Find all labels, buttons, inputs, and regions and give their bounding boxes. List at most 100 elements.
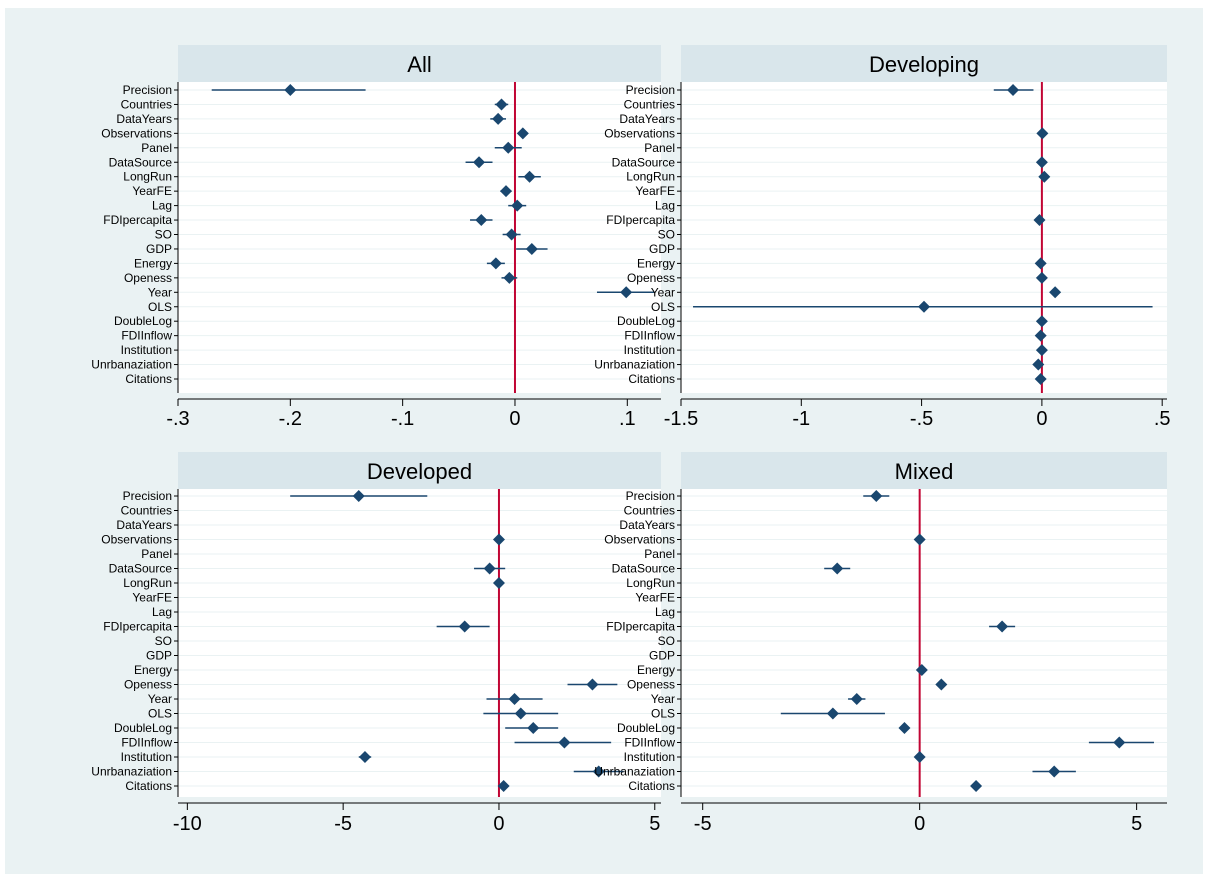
category-label: DoubleLog [617,314,675,328]
category-label: SO [155,228,172,242]
category-label: Unrbanaziation [91,765,172,779]
category-label: Institution [121,343,172,357]
estimate-marker [935,678,948,691]
x-tick-label: -1 [792,408,810,430]
panel-title-strip [681,452,1167,489]
estimate-marker [527,722,540,734]
estimate-marker [1035,156,1048,169]
estimate-marker [913,751,926,763]
category-label: Openess [124,271,172,285]
category-label: FDIInflow [121,736,172,750]
estimate-marker [505,228,518,241]
category-label: DataSource [109,562,173,576]
plot-area [681,489,1167,797]
category-label: GDP [649,649,675,663]
plot-area [681,82,1167,393]
category-label: Citations [125,372,172,386]
category-label: Citations [628,779,675,793]
category-label: DataYears [116,518,172,532]
category-label: LongRun [626,576,675,590]
estimate-marker [525,242,538,255]
category-label: FDIpercapita [606,620,675,634]
x-tick-label: -10 [173,813,202,835]
x-tick-label: -.2 [279,408,302,430]
category-label: Countries [121,504,172,518]
category-label: Openess [124,678,172,692]
category-label: Countries [121,97,172,111]
estimate-marker [1034,373,1047,385]
category-label: DataYears [116,112,172,126]
x-tick-label: -.1 [391,408,414,430]
x-tick-label: 5 [649,813,660,835]
category-label: SO [658,228,675,242]
category-label: YearFE [132,184,172,198]
category-label: Panel [644,141,675,155]
estimate-marker [489,257,502,270]
estimate-marker [918,300,930,313]
category-label: Precision [626,489,675,503]
panel-title-strip [178,452,661,489]
category-label: Unrbanaziation [594,765,675,779]
category-label: Precision [123,489,172,503]
estimate-marker [592,765,605,778]
category-label: DataYears [619,518,675,532]
x-tick-label: .1 [619,408,636,430]
category-label: DataSource [612,562,676,576]
category-label: DoubleLog [617,721,675,735]
estimate-marker [1034,329,1047,342]
category-label: DataSource [109,155,173,169]
category-label: LongRun [626,170,675,184]
category-label: Institution [624,750,675,764]
category-label: YearFE [635,591,675,605]
estimate-marker [475,214,488,227]
estimate-marker [1032,358,1045,371]
panel-title-strip [681,45,1167,82]
x-tick-label: 0 [509,408,520,430]
estimate-marker [850,693,863,705]
estimate-marker [358,751,371,763]
x-tick-label: 0 [914,813,925,835]
category-label: DataYears [619,112,675,126]
estimate-marker [558,736,571,749]
estimate-marker [1113,736,1126,749]
category-label: OLS [148,707,172,721]
estimate-marker [1034,257,1047,270]
category-label: Energy [637,663,675,677]
estimate-marker [492,533,505,546]
category-label: FDIpercapita [103,620,172,634]
x-tick-label: -.5 [910,408,933,430]
category-label: Observations [101,126,172,140]
estimate-marker [915,664,928,676]
estimate-marker [502,141,515,154]
panel-developed: Developed PrecisionCountriesDataYearsObse… [91,452,661,835]
x-tick-label: -5 [694,813,712,835]
panels: AllPrecisionCountriesDataYearsObservatio… [91,45,1171,835]
estimate-marker [826,707,839,720]
category-label: Year [148,285,172,299]
panel-developing: Developing PrecisionCountriesDataYearsObs… [594,45,1171,430]
category-label: Unrbanaziation [594,358,675,372]
category-label: Countries [624,97,675,111]
category-label: Citations [125,779,172,793]
category-label: Openess [627,271,675,285]
category-label: Panel [141,547,172,561]
category-label: Unrbanaziation [91,358,172,372]
estimate-marker [1036,127,1049,140]
category-label: Lag [655,199,675,213]
panel-title: Developing [869,52,979,77]
category-label: Energy [637,256,675,270]
estimate-marker [1035,344,1048,357]
category-label: DataSource [612,155,676,169]
category-label: DoubleLog [114,314,172,328]
category-label: FDIInflow [624,736,675,750]
estimate-marker [1033,214,1046,227]
estimate-marker [1048,765,1061,778]
category-label: GDP [649,242,675,256]
estimate-marker [1035,271,1048,284]
category-label: OLS [651,707,675,721]
estimate-marker [831,562,844,575]
category-label: Observations [604,533,675,547]
category-label: GDP [146,242,172,256]
category-label: OLS [651,300,675,314]
category-label: FDIpercapita [606,213,675,227]
